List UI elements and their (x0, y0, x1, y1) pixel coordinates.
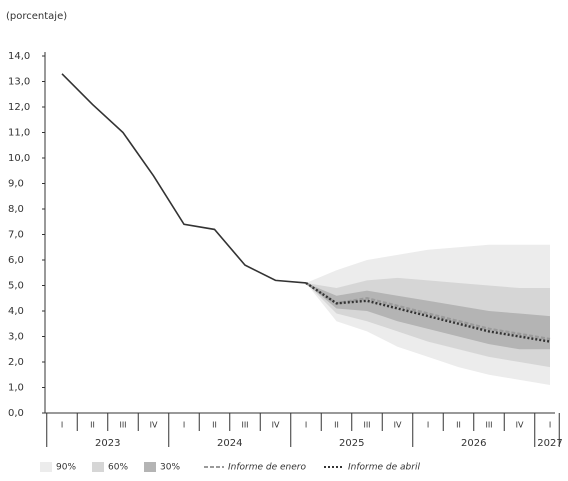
y-tick-label: 6,0 (8, 255, 24, 266)
legend-swatch (92, 462, 104, 472)
x-tick-label: II (90, 421, 95, 430)
y-tick-label: 14,0 (8, 51, 30, 62)
y-tick-label: 2,0 (8, 357, 24, 368)
x-tick-label: IV (394, 421, 402, 430)
series-line (305, 281, 551, 343)
y-tick-label: 10,0 (8, 153, 30, 164)
y-tick-label: 8,0 (8, 204, 24, 215)
x-tick-label: II (456, 421, 461, 430)
x-tick-label: III (485, 421, 492, 430)
x-tick-label: II (212, 421, 217, 430)
x-tick-label: IV (516, 421, 524, 430)
y-tick-label: 3,0 (8, 332, 24, 343)
x-tick-label: IV (272, 421, 280, 430)
x-tick-label: III (241, 421, 248, 430)
legend-label: 60% (108, 463, 128, 473)
y-tick-label: 11,0 (8, 128, 30, 139)
fan-band (306, 282, 550, 350)
x-tick-label: I (427, 421, 429, 430)
x-tick-label: III (119, 421, 126, 430)
y-tick-label: 0,0 (8, 408, 24, 419)
x-tick-label: I (549, 421, 551, 430)
x-tick-label: II (334, 421, 339, 430)
legend-swatch (40, 462, 52, 472)
y-tick-label: 4,0 (8, 306, 24, 317)
y-tick-label: 9,0 (8, 179, 24, 190)
x-tick-label: III (363, 421, 370, 430)
year-label: 2025 (339, 438, 364, 449)
y-tick-label: 7,0 (8, 230, 24, 241)
year-label: 2023 (95, 438, 120, 449)
y-tick-label: 1,0 (8, 383, 24, 394)
x-tick-label: IV (150, 421, 158, 430)
legend-label: Informe de abril (348, 463, 420, 473)
y-tick-label: 13,0 (8, 77, 30, 88)
y-tick-label: 5,0 (8, 281, 24, 292)
legend-label: Informe de enero (228, 463, 306, 473)
series-line (61, 73, 307, 284)
legend-swatch (144, 462, 156, 472)
legend-label: 90% (56, 463, 76, 473)
year-label: 2027 (537, 438, 562, 449)
y-axis-label: (porcentaje) (6, 11, 67, 22)
x-tick-label: I (183, 421, 185, 430)
x-tick-label: I (305, 421, 307, 430)
legend-label: 30% (160, 463, 180, 473)
x-tick-label: I (61, 421, 63, 430)
year-label: 2026 (461, 438, 486, 449)
year-label: 2024 (217, 438, 242, 449)
y-tick-label: 12,0 (8, 102, 30, 113)
